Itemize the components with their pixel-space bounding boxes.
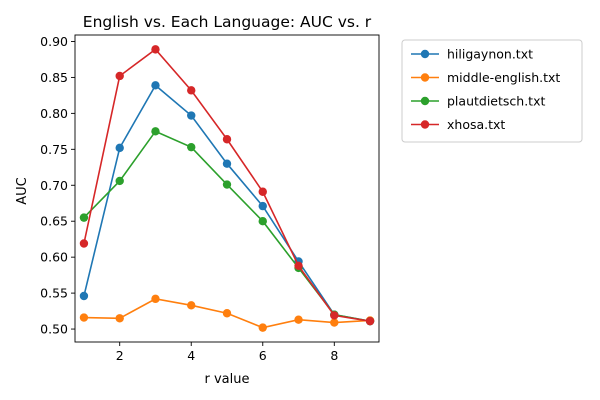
data-point-2-3 (187, 142, 196, 152)
legend-label-1: middle-english.txt (447, 70, 560, 85)
data-point-1-7 (330, 318, 339, 327)
data-point-3-8 (365, 316, 375, 326)
data-point-3-6 (294, 261, 303, 270)
data-point-1-1 (115, 314, 124, 323)
data-point-3-0 (79, 239, 89, 248)
data-point-2-4 (222, 180, 232, 189)
legend-label-0: hiligaynon.txt (447, 47, 533, 62)
data-point-2-2 (151, 127, 160, 136)
y-tick-label-0: 0.50 (40, 322, 68, 337)
y-tick-label-6: 0.80 (40, 106, 68, 121)
data-point-0-4 (222, 159, 232, 168)
legend-frame (401, 39, 583, 143)
legend-marker-2 (420, 96, 430, 106)
y-tick-label-7: 0.85 (40, 70, 68, 85)
x-tick-label-3: 8 (330, 348, 338, 363)
legend-label-3: xhosa.txt (447, 117, 505, 132)
y-tick-label-2: 0.60 (40, 250, 68, 265)
data-point-3-2 (151, 45, 160, 54)
y-tick-label-4: 0.70 (40, 178, 68, 193)
data-point-3-5 (258, 187, 267, 196)
plot-frame (74, 34, 380, 343)
y-tick-label-3: 0.65 (40, 214, 68, 229)
x-axis-title: r value (205, 372, 250, 387)
data-point-2-0 (79, 213, 89, 222)
data-point-1-3 (187, 301, 196, 310)
plot-area (79, 45, 375, 332)
legend-label-2: plautdietsch.txt (447, 94, 545, 109)
x-tick-label-1: 4 (187, 348, 195, 363)
axes: 2 4 6 8 0.50 0.55 0.60 0.65 0.70 0.75 0.80 0.85 0.90 (40, 34, 380, 363)
data-point-2-1 (115, 176, 124, 186)
data-point-3-7 (330, 311, 339, 320)
y-tick-label-8: 0.90 (40, 34, 68, 49)
legend-marker-1 (420, 73, 430, 82)
legend-marker-3 (420, 120, 430, 129)
y-tick-label-1: 0.55 (40, 286, 68, 301)
data-point-0-0 (79, 291, 89, 301)
data-point-1-5 (258, 323, 267, 332)
data-point-0-3 (187, 111, 196, 120)
data-point-1-2 (151, 294, 160, 304)
data-point-0-5 (258, 201, 267, 211)
legend-marker-0 (420, 49, 430, 59)
x-tick-label-2: 6 (259, 348, 267, 363)
series-line-0 (83, 84, 371, 322)
data-point-1-0 (79, 313, 89, 322)
data-point-1-4 (222, 309, 232, 318)
data-point-3-1 (115, 71, 124, 81)
data-point-0-2 (151, 81, 160, 90)
y-tick-label-5: 0.75 (40, 142, 68, 157)
legend: hiligaynon.txt middle-english.txt plautdie… (401, 39, 583, 143)
data-point-1-6 (294, 315, 303, 324)
chart-title: English vs. Each Language: AUC vs. r (83, 13, 372, 31)
data-point-3-3 (187, 86, 196, 95)
y-axis-title: AUC (15, 177, 30, 205)
data-point-3-4 (222, 135, 232, 144)
data-point-2-5 (258, 217, 267, 226)
data-point-0-1 (115, 143, 124, 153)
x-tick-label-0: 2 (116, 348, 124, 363)
